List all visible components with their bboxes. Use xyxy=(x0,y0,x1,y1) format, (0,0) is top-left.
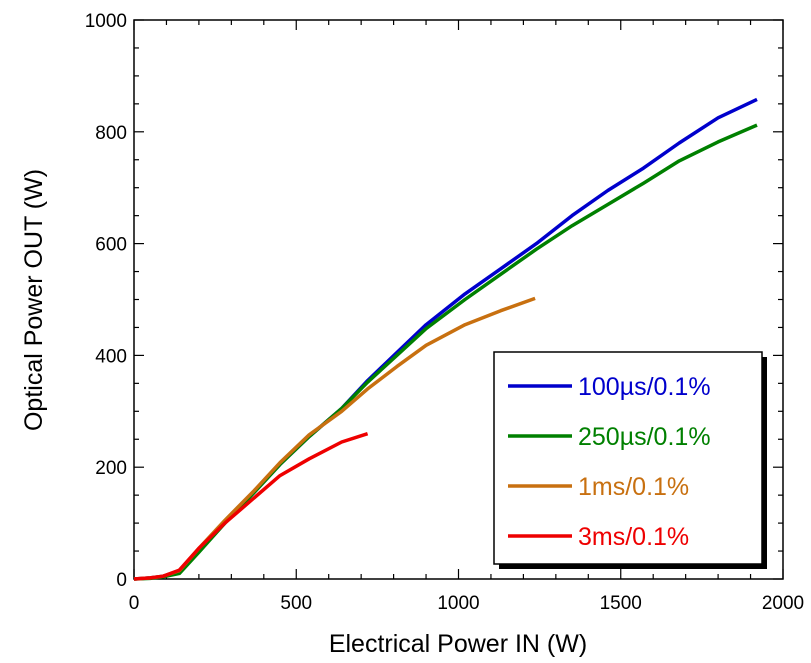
y-tick-label: 400 xyxy=(95,346,127,367)
x-tick-label: 2000 xyxy=(762,593,804,614)
x-tick-label: 0 xyxy=(129,593,140,614)
y-tick-label: 600 xyxy=(95,235,127,256)
y-axis-title: Optical Power OUT (W) xyxy=(20,169,48,431)
legend-label: 100µs/0.1% xyxy=(578,373,711,401)
axis-ticks: 0 500 1000 1500 2000 0 200 400 600 800 1000 xyxy=(85,11,804,614)
x-tick-label: 500 xyxy=(280,593,312,614)
series-line xyxy=(133,296,536,581)
series-line xyxy=(133,123,758,581)
y-tick-label: 200 xyxy=(95,458,127,479)
y-tick-label: 1000 xyxy=(85,11,127,32)
legend-label: 1ms/0.1% xyxy=(578,473,689,501)
legend-label: 250µs/0.1% xyxy=(578,423,711,451)
x-tick-label: 1000 xyxy=(437,593,479,614)
x-axis-title: Electrical Power IN (W) xyxy=(329,630,587,658)
data-series xyxy=(133,97,758,581)
y-tick-label: 0 xyxy=(116,570,127,591)
y-tick-label: 800 xyxy=(95,123,127,144)
series-line xyxy=(133,432,369,581)
x-tick-label: 1500 xyxy=(600,593,642,614)
legend: 100µs/0.1% 250µs/0.1% 1ms/0.1% 3ms/0.1% xyxy=(493,351,767,569)
legend-label: 3ms/0.1% xyxy=(578,523,689,551)
